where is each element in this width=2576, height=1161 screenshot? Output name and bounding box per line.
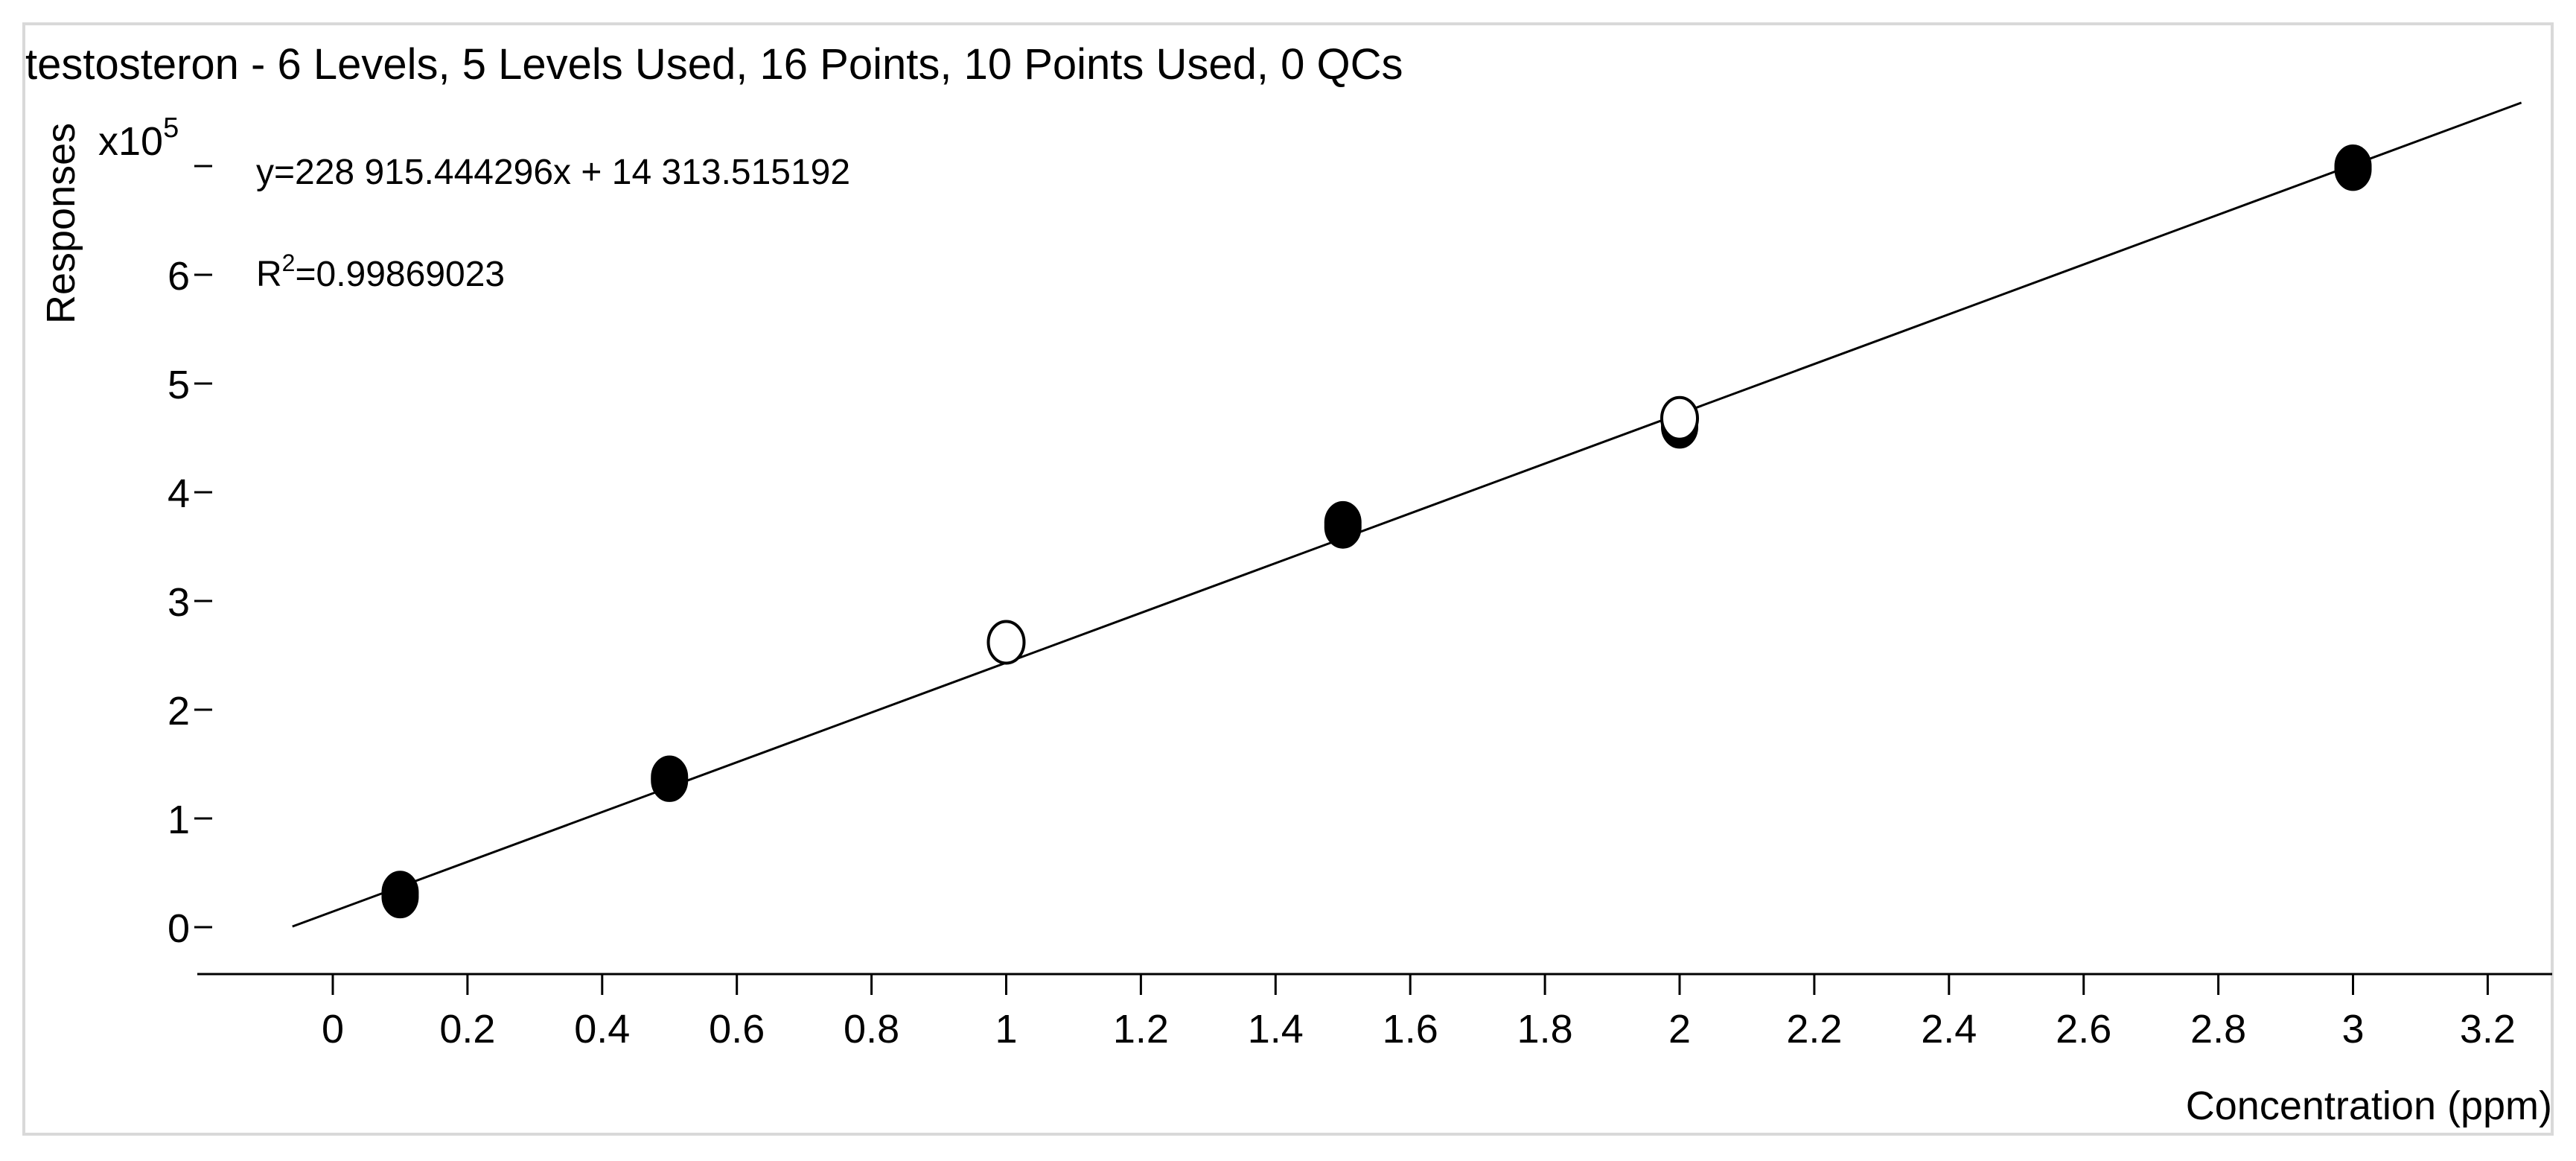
y-tick-label: 6	[168, 254, 190, 299]
y-tick-label: 5	[168, 363, 190, 407]
data-point-used	[381, 871, 419, 915]
y-tick-label: 0	[168, 906, 190, 951]
regression-equation: y=228 915.444296x + 14 313.515192	[256, 153, 850, 192]
r-squared-symbol: R	[256, 255, 282, 294]
x-tick-label: 1.2	[1113, 1007, 1169, 1052]
x-tick-label: 0.8	[844, 1007, 899, 1052]
y-tick-label: 2	[168, 689, 190, 734]
x-tick-label: 2.6	[2056, 1007, 2111, 1052]
chart-title: testosteron - 6 Levels, 5 Levels Used, 1…	[25, 40, 1403, 89]
r-squared: R2=0.99869023	[256, 249, 505, 294]
chart-frame	[22, 22, 2554, 1136]
fit-line-group	[292, 101, 2522, 928]
axes: 0 0.2 0.4 0.6 0.8 1 1.2 1.4 1.6 1.8 2 2.2 2.4 2.6 2.8 3…	[168, 165, 2552, 1052]
x-tick-label: 2.8	[2190, 1007, 2246, 1052]
data-points	[381, 144, 2372, 919]
data-point-used	[2334, 144, 2372, 188]
x-tick-label: 2	[1668, 1007, 1691, 1052]
x-tick-label: 0.4	[574, 1007, 630, 1052]
x-tick-label: 3	[2341, 1007, 2364, 1052]
data-point-used	[651, 755, 689, 799]
y-tick-label: 4	[168, 471, 190, 516]
data-point-used	[1324, 500, 1362, 544]
x-tick-label: 1.6	[1383, 1007, 1438, 1052]
r-squared-value: =0.99869023	[295, 255, 505, 294]
fit-line	[292, 101, 2522, 928]
y-multiplier: x105	[98, 112, 179, 164]
y-tick-label: 1	[168, 798, 190, 842]
y-axis-label: Responses	[39, 123, 83, 324]
x-tick-label: 0.6	[709, 1007, 765, 1052]
data-point-excluded	[986, 620, 1026, 665]
x-axis-label: Concentration (ppm)	[2186, 1084, 2552, 1128]
x-tick-label: 1.8	[1517, 1007, 1573, 1052]
x-tick-label: 0	[322, 1007, 344, 1052]
x-tick-label: 0.2	[439, 1007, 495, 1052]
y-multiplier-exponent: 5	[163, 112, 179, 144]
x-tick-label: 1	[995, 1007, 1017, 1052]
y-tick-label: 3	[168, 580, 190, 625]
r-squared-superscript: 2	[282, 249, 296, 276]
x-tick-label: 2.4	[1921, 1007, 1977, 1052]
x-tick-label: 1.4	[1248, 1007, 1304, 1052]
x-tick-label: 2.2	[1786, 1007, 1842, 1052]
y-multiplier-base: x10	[98, 119, 163, 164]
data-point-excluded	[1660, 395, 1699, 441]
x-tick-label: 3.2	[2460, 1007, 2516, 1052]
